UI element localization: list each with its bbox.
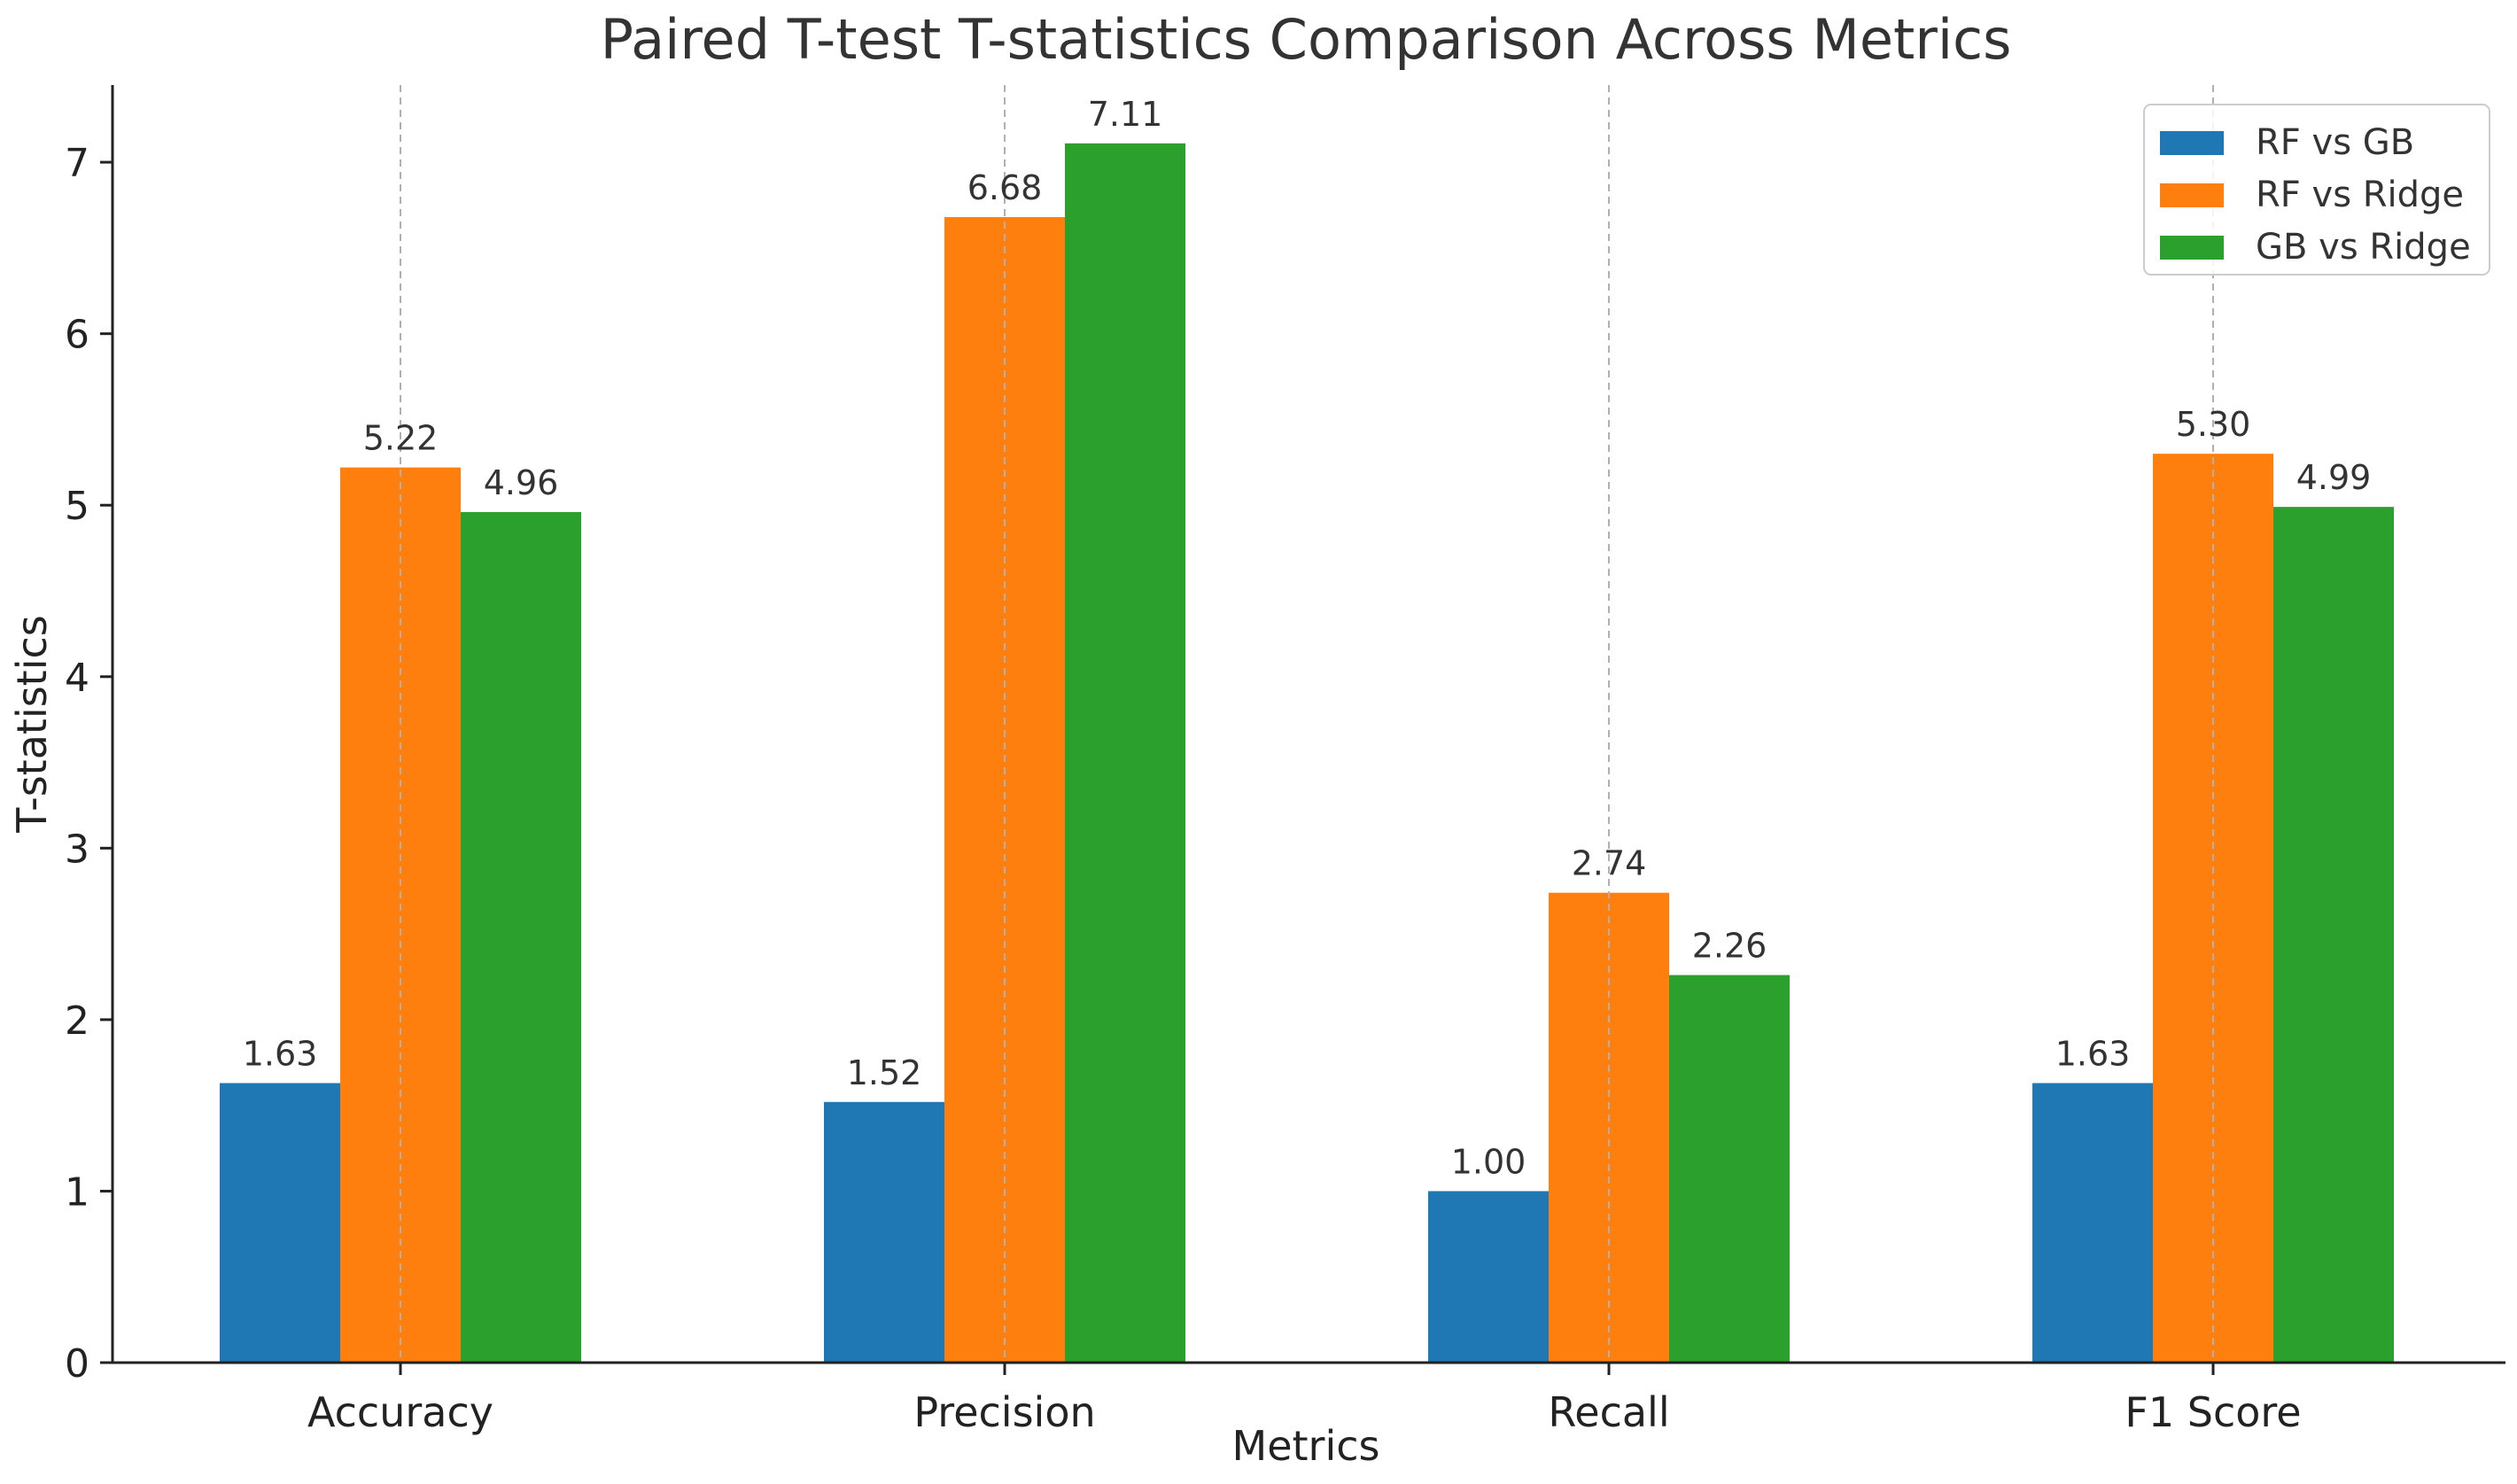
bar-rf-vs-gb-recall [1428,1191,1549,1363]
bar-rf-vs-gb-accuracy [220,1083,340,1363]
bars [220,143,2394,1363]
legend-box [2143,104,2490,276]
data-label: 2.74 [1572,844,1647,883]
x-tick-label: Precision [913,1388,1095,1436]
y-tick-label: 4 [65,656,89,701]
tick-labels: 0 1 2 3 4 5 6 7 Accuracy Precision Recall F1 Score [65,141,2302,1436]
y-tick-label: 5 [65,484,89,529]
bar-rf-vs-gb-f1-score [2032,1083,2153,1363]
bar-rf-vs-gb-precision [824,1101,944,1363]
bar-rf-vs-ridge-accuracy [340,467,461,1363]
data-labels: 1.63 5.22 4.96 1.52 6.68 7.11 1.00 2.74 2.26 1.63… [243,95,2372,1182]
legend-label: GB vs Ridge [2256,227,2471,268]
y-tick-label: 3 [65,827,89,872]
y-tick-label: 0 [65,1341,89,1387]
data-label: 1.52 [847,1053,922,1092]
x-axis-label: Metrics [1232,1422,1380,1470]
chart-title: Paired T-test T-statistics Comparison Ac… [601,7,2012,72]
legend-label: RF vs GB [2256,122,2414,163]
data-label: 1.63 [243,1035,318,1074]
data-label: 4.99 [2296,458,2372,497]
data-label: 1.00 [1451,1142,1527,1181]
legend: RF vs GB RF vs Ridge GB vs Ridge [2143,104,2490,276]
legend-swatch [2160,183,2224,207]
y-axis-label: T-statistics [8,615,56,834]
bar-gb-vs-ridge-precision [1065,143,1185,1363]
data-label: 7.11 [1088,95,1163,134]
legend-swatch [2160,131,2224,155]
data-label: 1.63 [2055,1035,2131,1074]
data-label: 5.22 [363,419,439,458]
data-label: 4.96 [484,463,559,502]
grid-lines [400,85,2214,1363]
y-tick-label: 6 [65,313,89,358]
y-tick-label: 1 [65,1169,89,1215]
data-label: 2.26 [1692,927,1767,966]
bar-gb-vs-ridge-f1-score [2273,507,2394,1363]
bar-gb-vs-ridge-accuracy [461,511,581,1363]
x-tick-label: Accuracy [307,1388,493,1436]
x-tick-label: Recall [1548,1388,1669,1436]
axes [111,85,2505,1364]
x-tick-label: F1 Score [2125,1388,2301,1436]
y-tick-label: 2 [65,998,89,1044]
y-tick-label: 7 [65,141,89,186]
bar-gb-vs-ridge-recall [1669,975,1790,1363]
data-label: 6.68 [967,168,1043,207]
legend-swatch [2160,236,2224,260]
legend-label: RF vs Ridge [2256,175,2464,215]
data-label: 5.30 [2176,405,2251,444]
